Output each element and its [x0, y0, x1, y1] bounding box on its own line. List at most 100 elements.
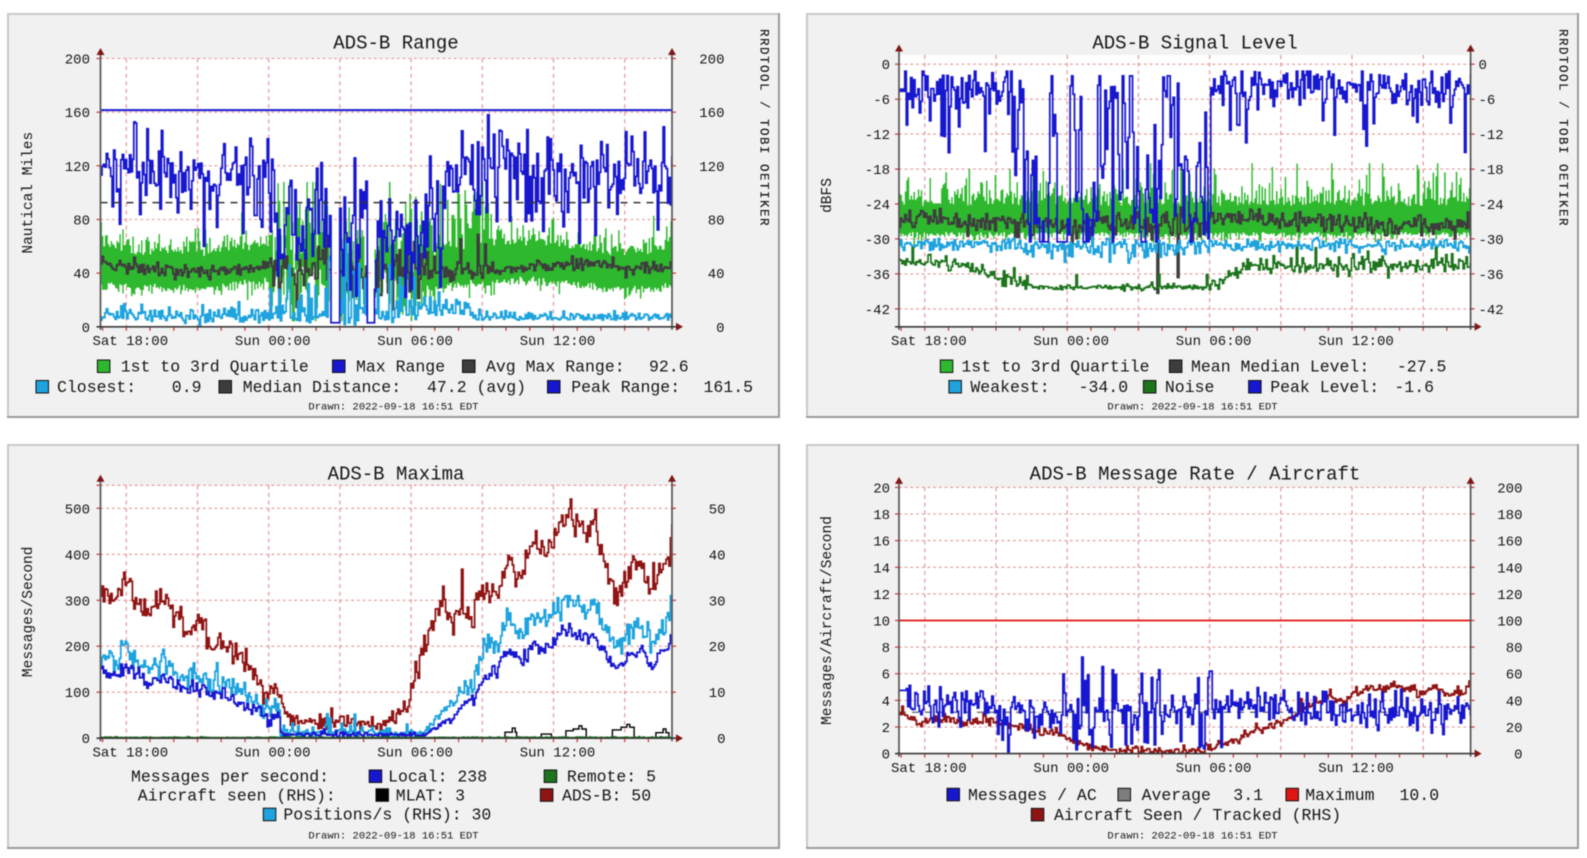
svg-text:MLAT: 3: MLAT: 3 — [396, 786, 465, 805]
svg-text:Sat 18:00: Sat 18:00 — [92, 334, 168, 350]
svg-text:200: 200 — [699, 53, 724, 69]
svg-text:16: 16 — [873, 535, 890, 551]
svg-text:0: 0 — [82, 321, 90, 337]
svg-text:47.2 (avg): 47.2 (avg) — [427, 378, 526, 397]
svg-text:Weakest:: Weakest: — [970, 378, 1049, 397]
svg-text:-12: -12 — [1479, 128, 1504, 144]
svg-text:RRDTOOL / TOBI OETIKER: RRDTOOL / TOBI OETIKER — [1556, 29, 1570, 227]
svg-text:ADS-B Range: ADS-B Range — [333, 33, 458, 55]
svg-text:12: 12 — [873, 588, 890, 604]
svg-text:1st to 3rd Quartile: 1st to 3rd Quartile — [961, 358, 1149, 377]
svg-text:-27.5: -27.5 — [1397, 358, 1447, 377]
svg-text:300: 300 — [65, 594, 90, 610]
svg-text:Drawn: 2022-09-18 16:51 EDT: Drawn: 2022-09-18 16:51 EDT — [1107, 831, 1277, 843]
svg-text:Sun 06:00: Sun 06:00 — [1176, 761, 1252, 777]
svg-text:80: 80 — [73, 214, 90, 230]
svg-text:-30: -30 — [865, 233, 890, 249]
svg-text:0: 0 — [1514, 748, 1522, 764]
svg-text:20: 20 — [709, 640, 726, 656]
svg-text:Sat 18:00: Sat 18:00 — [891, 761, 967, 777]
svg-text:0: 0 — [82, 732, 90, 748]
svg-text:Sat 18:00: Sat 18:00 — [92, 745, 168, 761]
svg-text:Drawn: 2022-09-18 16:51 EDT: Drawn: 2022-09-18 16:51 EDT — [308, 831, 478, 843]
svg-text:4: 4 — [882, 694, 890, 710]
svg-text:200: 200 — [1497, 481, 1522, 497]
svg-text:RRDTOOL / TOBI OETIKER: RRDTOOL / TOBI OETIKER — [1556, 29, 1570, 227]
svg-text:8: 8 — [882, 641, 890, 657]
svg-text:120: 120 — [65, 160, 90, 176]
svg-text:Positions/s (RHS): 30: Positions/s (RHS): 30 — [283, 806, 491, 825]
svg-text:ADS-B Signal Level: ADS-B Signal Level — [1092, 33, 1297, 55]
svg-text:Sun 06:00: Sun 06:00 — [377, 745, 453, 761]
svg-text:10.0: 10.0 — [1400, 786, 1440, 805]
svg-text:-24: -24 — [865, 198, 890, 214]
svg-text:Drawn: 2022-09-18 16:51 EDT: Drawn: 2022-09-18 16:51 EDT — [308, 402, 478, 414]
svg-text:100: 100 — [65, 686, 90, 702]
svg-text:RRDTOOL / TOBI OETIKER: RRDTOOL / TOBI OETIKER — [757, 29, 771, 227]
svg-text:-6: -6 — [873, 93, 890, 109]
svg-text:Aircraft Seen / Tracked (RHS): Aircraft Seen / Tracked (RHS) — [1054, 806, 1341, 825]
svg-text:Sun 00:00: Sun 00:00 — [235, 745, 311, 761]
svg-text:3.1: 3.1 — [1233, 786, 1263, 805]
svg-text:ADS-B Maxima: ADS-B Maxima — [328, 464, 465, 486]
svg-text:0: 0 — [1479, 58, 1487, 74]
svg-text:Sun 12:00: Sun 12:00 — [520, 745, 596, 761]
svg-text:18: 18 — [873, 508, 890, 524]
svg-text:Messages / AC: Messages / AC — [968, 786, 1097, 805]
svg-text:6: 6 — [882, 668, 890, 684]
svg-text:Messages/Second: Messages/Second — [21, 547, 37, 678]
svg-text:-42: -42 — [865, 303, 890, 319]
svg-text:30: 30 — [709, 594, 726, 610]
svg-text:RRDTOOL / TOBI OETIKER: RRDTOOL / TOBI OETIKER — [757, 29, 771, 227]
svg-text:0: 0 — [717, 732, 725, 748]
svg-text:Max Range: Max Range — [356, 358, 445, 377]
svg-text:-34.0: -34.0 — [1079, 378, 1129, 397]
svg-text:Mean Median Level:: Mean Median Level: — [1191, 358, 1369, 377]
svg-text:120: 120 — [699, 160, 724, 176]
svg-text:10: 10 — [709, 686, 726, 702]
svg-text:Messages/Aircraft/Second: Messages/Aircraft/Second — [820, 516, 836, 725]
svg-text:20: 20 — [873, 481, 890, 497]
svg-text:-12: -12 — [865, 128, 890, 144]
svg-text:Remote: 5: Remote: 5 — [567, 768, 656, 787]
svg-text:160: 160 — [1497, 535, 1522, 551]
svg-text:0: 0 — [716, 321, 724, 337]
svg-text:Average: Average — [1142, 786, 1211, 805]
svg-text:-42: -42 — [1479, 303, 1504, 319]
svg-text:2: 2 — [882, 721, 890, 737]
svg-text:0: 0 — [882, 58, 890, 74]
svg-text:92.6: 92.6 — [649, 358, 689, 377]
svg-text:80: 80 — [708, 214, 725, 230]
svg-text:Sun 00:00: Sun 00:00 — [235, 334, 311, 350]
svg-text:140: 140 — [1497, 561, 1522, 577]
svg-text:Closest:: Closest: — [57, 378, 136, 397]
svg-text:0.9: 0.9 — [172, 378, 202, 397]
svg-text:10: 10 — [873, 615, 890, 631]
svg-text:50: 50 — [709, 502, 726, 518]
svg-text:Sun 06:00: Sun 06:00 — [377, 334, 453, 350]
svg-text:Local: 238: Local: 238 — [388, 768, 487, 787]
svg-text:-24: -24 — [1479, 198, 1504, 214]
svg-text:-30: -30 — [1479, 233, 1504, 249]
svg-text:Sun 00:00: Sun 00:00 — [1033, 761, 1109, 777]
svg-text:500: 500 — [65, 502, 90, 518]
svg-text:Sun 06:00: Sun 06:00 — [1176, 334, 1252, 350]
svg-text:-36: -36 — [865, 268, 890, 284]
svg-text:dBFS: dBFS — [820, 178, 836, 213]
svg-text:Median Distance:: Median Distance: — [243, 378, 401, 397]
svg-text:20: 20 — [1506, 721, 1523, 737]
svg-text:Peak Range:: Peak Range: — [571, 378, 680, 397]
svg-text:Sun 12:00: Sun 12:00 — [520, 334, 596, 350]
svg-text:-18: -18 — [1479, 163, 1504, 179]
svg-text:200: 200 — [65, 640, 90, 656]
svg-text:80: 80 — [1506, 641, 1523, 657]
svg-text:-6: -6 — [1479, 93, 1496, 109]
svg-text:400: 400 — [65, 548, 90, 564]
svg-text:Noise: Noise — [1165, 378, 1215, 397]
svg-text:160: 160 — [699, 106, 724, 122]
svg-text:Sun 12:00: Sun 12:00 — [1318, 761, 1394, 777]
svg-text:Sat 18:00: Sat 18:00 — [891, 334, 967, 350]
svg-text:ADS-B: 50: ADS-B: 50 — [562, 786, 651, 805]
svg-text:0: 0 — [882, 748, 890, 764]
svg-text:Messages per second:: Messages per second: — [131, 768, 329, 787]
